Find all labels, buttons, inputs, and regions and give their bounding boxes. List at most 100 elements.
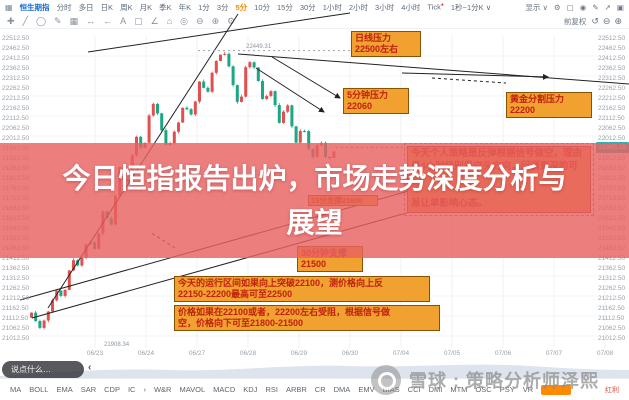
note-golden-ratio[interactable]: 黄金分割压力 22200: [506, 92, 592, 118]
timeframe-周K[interactable]: 周K: [120, 2, 133, 12]
trendline-icon[interactable]: ╱: [22, 15, 28, 26]
right-axis-label: 21112.50: [598, 315, 625, 322]
adjust-icon-2[interactable]: ⊕: [614, 15, 622, 26]
toolbar-icons: ⚙ ▢ ◉ ✎ ↗ ▣: [554, 3, 624, 12]
right-axis-label: 22212.50: [598, 95, 626, 102]
indicator-KDJ[interactable]: KDJ: [243, 385, 258, 394]
indicator-DMI[interactable]: DMI: [428, 385, 443, 394]
timeframe-4小时[interactable]: 4小时: [401, 2, 421, 12]
adjust-icon-1[interactable]: ⊖: [602, 15, 611, 26]
left-axis-label: 21012.50: [2, 335, 30, 342]
left-axis-label: 22012.50: [2, 135, 30, 142]
toolbar-icon-3[interactable]: ✎: [592, 2, 599, 12]
indicator-DMA[interactable]: DMA: [333, 385, 351, 394]
angle-icon[interactable]: ∠: [150, 15, 159, 26]
timeframe-15分[interactable]: 15分: [277, 2, 293, 12]
left-axis-label: 21112.50: [2, 315, 29, 322]
home-icon[interactable]: ⌂: [166, 15, 173, 26]
note-scenario-up[interactable]: 今天的运行区间如果向上突破22100，测价格向上反 22150-22200最高可…: [174, 276, 430, 302]
promo-badge[interactable]: [541, 384, 572, 395]
note-5min-resistance[interactable]: 5分钟压力 22060: [343, 88, 409, 114]
right-axis-label: 22112.50: [598, 115, 625, 122]
adjust-mode-button[interactable]: 前复权: [563, 16, 587, 26]
timeframe-3小时[interactable]: 3小时: [375, 2, 395, 12]
timeframe-分时[interactable]: 分时: [56, 2, 72, 12]
timeframe-1分[interactable]: 1分: [198, 2, 210, 12]
toolbar-icon-2[interactable]: ◉: [579, 2, 587, 12]
arrow-icon[interactable]: ←: [103, 15, 113, 26]
right-axis-label: 21412.50: [598, 255, 626, 262]
toolbar-icon-5[interactable]: ▣: [616, 2, 624, 12]
indicator-PSY[interactable]: PSY: [499, 385, 515, 394]
chevron-down-icon: ∨: [485, 2, 492, 12]
toolbar-icon-1[interactable]: ▢: [566, 2, 574, 12]
timeframe-2小时[interactable]: 2小时: [348, 2, 369, 12]
settings-icon[interactable]: ⚙: [227, 15, 236, 26]
right-axis-label: 22462.50: [598, 45, 626, 52]
indicator-MAVOL[interactable]: MAVOL: [179, 385, 206, 394]
indicator-SAR[interactable]: SAR: [80, 385, 97, 394]
indicator-VR[interactable]: VR: [522, 385, 534, 394]
right-axis-label: 22162.50: [598, 105, 626, 112]
dividend-link[interactable]: 红利: [605, 386, 619, 394]
indicator-BOLL[interactable]: BOLL: [29, 385, 49, 394]
indicator-CCI[interactable]: CCI: [407, 385, 421, 394]
collapse-icon[interactable]: ‹: [88, 362, 92, 373]
indicator-IC[interactable]: IC: [127, 385, 136, 394]
timeframe-日K[interactable]: 日K: [100, 2, 114, 12]
timeframe-季K[interactable]: 季K: [159, 2, 172, 12]
instrument-name[interactable]: 恒生期指: [19, 2, 50, 12]
note-daily-resistance[interactable]: 日线压力 22500左右: [351, 31, 421, 57]
comment-icon[interactable]: ▢: [134, 15, 143, 26]
indicator-W&R[interactable]: W&R: [153, 385, 172, 394]
indicator-ARBR[interactable]: ARBR: [285, 385, 307, 394]
timeframe-1小时[interactable]: 1小时: [322, 2, 342, 12]
brush-icon[interactable]: ✎: [54, 15, 62, 26]
indicator-EMA[interactable]: EMA: [56, 385, 73, 394]
indicator-MA[interactable]: MA: [10, 385, 22, 394]
right-axis-label: 21012.50: [598, 335, 626, 342]
timeframe-5分[interactable]: 5分: [235, 2, 248, 12]
chart-toolbar-right: 显示 ∨ ⚙ ▢ ◉ ✎ ↗ ▣: [525, 2, 624, 13]
toolbar-icon-0[interactable]: ⚙: [553, 2, 561, 12]
move-icon[interactable]: ✚: [7, 15, 15, 26]
left-axis-label: 21362.50: [2, 265, 30, 272]
shape-icon[interactable]: ◯: [35, 15, 47, 26]
text-icon[interactable]: A: [120, 15, 127, 26]
right-axis-label: 22062.50: [598, 125, 626, 132]
chart-navigator[interactable]: [0, 359, 629, 378]
note-text: 今天的运行区间如果向上突破22100，测价格向上反: [178, 278, 384, 288]
measure-icon[interactable]: ↔: [86, 15, 96, 26]
timeframe-多日[interactable]: 多日: [78, 2, 94, 12]
chevron-down-icon: ∨: [542, 2, 548, 12]
remove-icon[interactable]: ⊖: [196, 15, 204, 26]
timeframe-10分[interactable]: 10分: [254, 2, 270, 12]
indicator-RSI[interactable]: RSI: [265, 385, 278, 394]
timeframe-3分[interactable]: 3分: [216, 2, 229, 12]
timeframe-年K[interactable]: 年K: [178, 2, 192, 12]
note-scenario-down[interactable]: 价格如果在22100或者，22200左右受阻，根据信号做 空，价格向下可至218…: [174, 305, 440, 331]
hide-icon[interactable]: ◎: [180, 15, 189, 26]
timeframe-seconds[interactable]: 1秒~1分K ∨: [450, 2, 492, 12]
indicator-MACD[interactable]: MACD: [213, 385, 236, 394]
indicator-›[interactable]: ›: [143, 385, 146, 394]
indicator-CDP[interactable]: CDP: [104, 385, 120, 394]
adjust-icon-0[interactable]: ↺: [591, 15, 599, 26]
toolbar-icon-4[interactable]: ↗: [604, 2, 611, 12]
pattern-icon[interactable]: ▦: [69, 15, 79, 26]
indicator-MTM[interactable]: MTM: [450, 385, 468, 394]
indicator-OSC[interactable]: OSC: [475, 385, 492, 394]
timeframe-月K[interactable]: 月K: [139, 2, 153, 12]
layout-grid-icon[interactable]: ▦: [5, 2, 13, 12]
xueqiu-logo-icon: [371, 365, 401, 395]
indicator-CR[interactable]: CR: [314, 385, 326, 394]
indicator-EMV[interactable]: EMV: [358, 385, 375, 394]
left-axis-label: 22462.50: [2, 45, 30, 52]
timeframe-30分[interactable]: 30分: [299, 2, 316, 12]
indicator-list: MA BOLL EMA SAR CDP IC › W&R MAVOL MACD KDJ RSI ARBR…: [10, 385, 533, 394]
comment-input[interactable]: 说点什么…: [2, 361, 84, 378]
add-icon[interactable]: ⊕: [211, 15, 220, 26]
timeframe-Tick[interactable]: Tick●: [427, 1, 444, 12]
display-menu[interactable]: 显示 ∨: [525, 2, 548, 12]
